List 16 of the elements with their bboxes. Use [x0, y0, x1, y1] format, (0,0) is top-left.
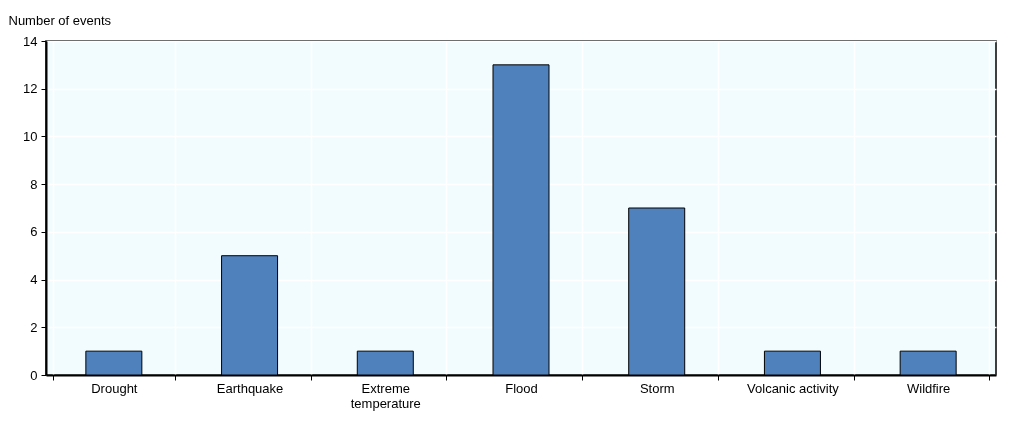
y-tick-label: 10 [23, 128, 38, 144]
y-tick-label: 14 [23, 33, 38, 49]
y-tick-label: 4 [30, 272, 38, 288]
x-tick-label: Flood [505, 380, 538, 396]
x-tick-label: Earthquake [216, 380, 284, 396]
x-tick-label: Drought [91, 380, 138, 396]
y-tick-label: 0 [30, 367, 38, 383]
y-tick-label: 12 [23, 81, 38, 97]
y-axis-title: Number of events [8, 12, 112, 28]
y-tick-label: 8 [30, 176, 38, 192]
x-tick-label: Extreme temperature [350, 380, 421, 411]
y-tick-label: 6 [30, 224, 38, 240]
x-tick-label: Storm [639, 380, 675, 396]
y-tick-label: 2 [30, 319, 38, 335]
x-tick-label: Volcanic activity [747, 380, 840, 396]
x-tick-label: Wildfire [906, 380, 951, 396]
